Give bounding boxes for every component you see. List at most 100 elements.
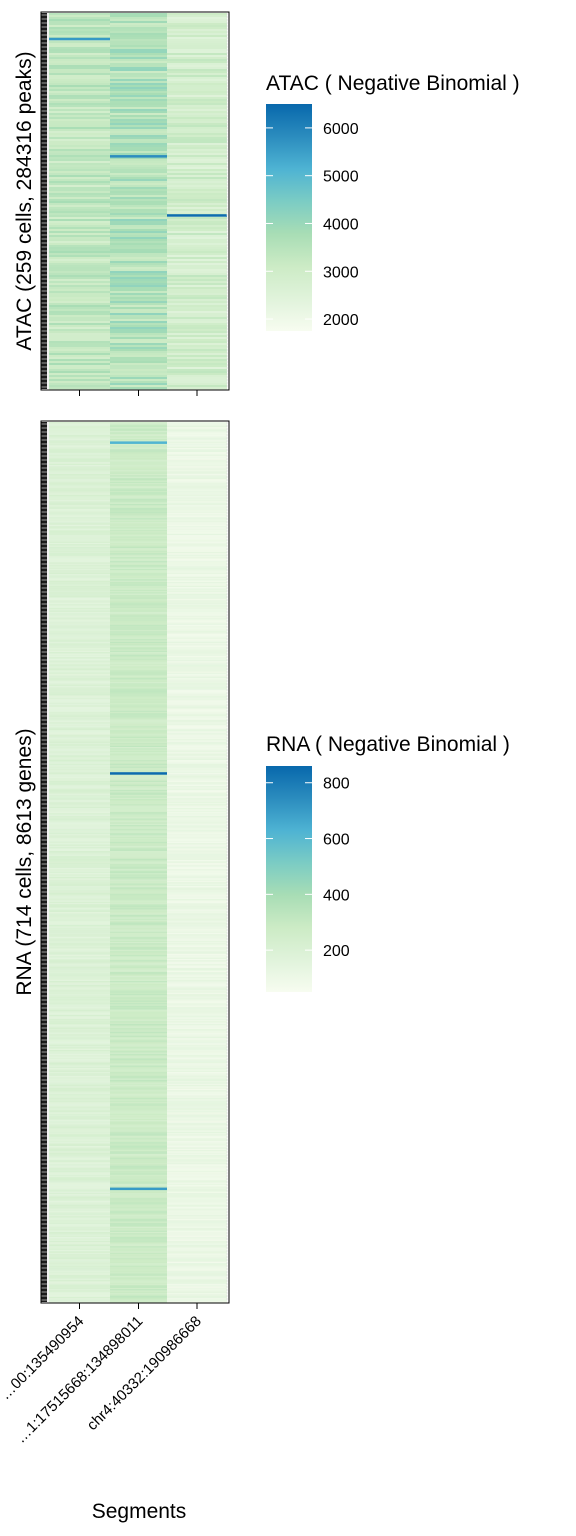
heatmap-cell <box>49 1289 110 1291</box>
heatmap-cell <box>49 1057 110 1060</box>
heatmap-cell <box>167 645 227 648</box>
heatmap-cell <box>167 584 227 587</box>
heatmap-cell <box>167 891 227 893</box>
heatmap-cell <box>49 866 110 869</box>
heatmap-cell <box>167 1225 227 1227</box>
heatmap-cell <box>49 185 110 188</box>
heatmap-cell <box>110 299 167 302</box>
heatmap-cell <box>110 982 167 984</box>
heatmap-cell <box>49 1281 110 1283</box>
heatmap-cell <box>110 796 167 798</box>
heatmap-cell <box>167 571 227 574</box>
heatmap-cell <box>110 507 167 510</box>
heatmap-cell <box>167 1142 227 1144</box>
heatmap-cell <box>167 635 227 637</box>
heatmap-cell <box>167 851 227 853</box>
heatmap-cell <box>167 321 227 324</box>
heatmap-cell <box>49 255 110 258</box>
heatmap-cell <box>167 1246 227 1248</box>
heatmap-cell <box>49 485 110 488</box>
heatmap-cell <box>110 1023 167 1026</box>
heatmap-cell <box>110 575 167 577</box>
heatmap-cell <box>49 119 110 122</box>
row-tick-band <box>41 13 47 389</box>
heatmap-cell <box>49 301 110 304</box>
heatmap-cell <box>167 591 227 593</box>
heatmap-cell <box>110 663 167 666</box>
heatmap-cell <box>49 585 110 588</box>
heatmap-cell <box>167 459 227 462</box>
heatmap-cell <box>167 1053 227 1056</box>
heatmap-cell <box>167 561 227 563</box>
heatmap-cell <box>49 335 110 338</box>
heatmap-cell <box>49 997 110 1000</box>
heatmap-cell <box>110 848 167 850</box>
heatmap-cell <box>49 351 110 354</box>
heatmap-cell <box>110 325 167 328</box>
heatmap-cell <box>167 945 227 948</box>
heatmap-cell <box>110 730 167 732</box>
heatmap-cell <box>167 856 227 858</box>
heatmap-cell <box>49 1031 110 1034</box>
heatmap-cell <box>167 1082 227 1084</box>
heatmap-cell <box>110 526 167 528</box>
heatmap-cell <box>167 515 227 518</box>
heatmap-cell <box>167 1135 227 1138</box>
heatmap-cell <box>167 814 227 817</box>
heatmap-cell <box>167 283 227 286</box>
heatmap-cell <box>49 494 110 497</box>
heatmap-cell <box>49 908 110 910</box>
heatmap-cell <box>167 711 227 714</box>
heatmap-cell <box>110 1147 167 1149</box>
heatmap-cell <box>167 464 227 467</box>
heatmap-cell <box>167 537 227 540</box>
heatmap-cell <box>110 861 167 863</box>
heatmap-cell <box>167 17 227 20</box>
heatmap-cell <box>110 1061 167 1064</box>
heatmap-cell <box>110 648 167 650</box>
heatmap-cell <box>49 971 110 974</box>
heatmap-cell <box>49 1237 110 1239</box>
heatmap-cell <box>167 209 227 212</box>
heatmap-cell <box>49 195 110 198</box>
heatmap-cell <box>49 797 110 800</box>
heatmap-cell <box>167 1131 227 1134</box>
heatmap-cell <box>49 661 110 663</box>
heatmap-cell <box>110 1235 167 1238</box>
heatmap-cell <box>49 619 110 622</box>
heatmap-cell <box>110 95 167 98</box>
heatmap-cell <box>110 1255 167 1257</box>
heatmap-cell <box>110 1228 167 1230</box>
heatmap-cell <box>167 939 227 941</box>
heatmap-cell <box>167 1044 227 1047</box>
heatmap-cell <box>49 373 110 376</box>
heatmap-cell <box>49 481 110 484</box>
heatmap-cell <box>110 523 167 525</box>
heatmap-cell <box>49 788 110 791</box>
heatmap-cell <box>110 860 167 862</box>
heatmap-cell <box>110 897 167 900</box>
heatmap-cell <box>167 135 227 138</box>
heatmap-cell <box>167 1187 227 1190</box>
heatmap-cell <box>49 843 110 845</box>
heatmap-cell <box>110 253 167 256</box>
heatmap-cell <box>49 657 110 659</box>
heatmap-cell <box>49 33 110 36</box>
heatmap-cell <box>110 1035 167 1038</box>
heatmap-cell <box>167 931 227 934</box>
heatmap-cell <box>49 695 110 697</box>
heatmap-cell <box>110 988 167 991</box>
heatmap-cell <box>110 471 167 473</box>
heatmap-cell <box>167 956 227 958</box>
heatmap-cell <box>167 921 227 923</box>
heatmap-cell <box>110 760 167 762</box>
heatmap-cell <box>49 213 110 216</box>
heatmap-cell <box>110 1251 167 1253</box>
heatmap-cell <box>167 1252 227 1255</box>
heatmap-cell <box>49 1273 110 1276</box>
heatmap-cell <box>49 672 110 675</box>
heatmap-cell <box>167 866 227 869</box>
heatmap-cell <box>110 1270 167 1273</box>
heatmap-cell <box>49 1100 110 1103</box>
heatmap-cell <box>167 121 227 124</box>
